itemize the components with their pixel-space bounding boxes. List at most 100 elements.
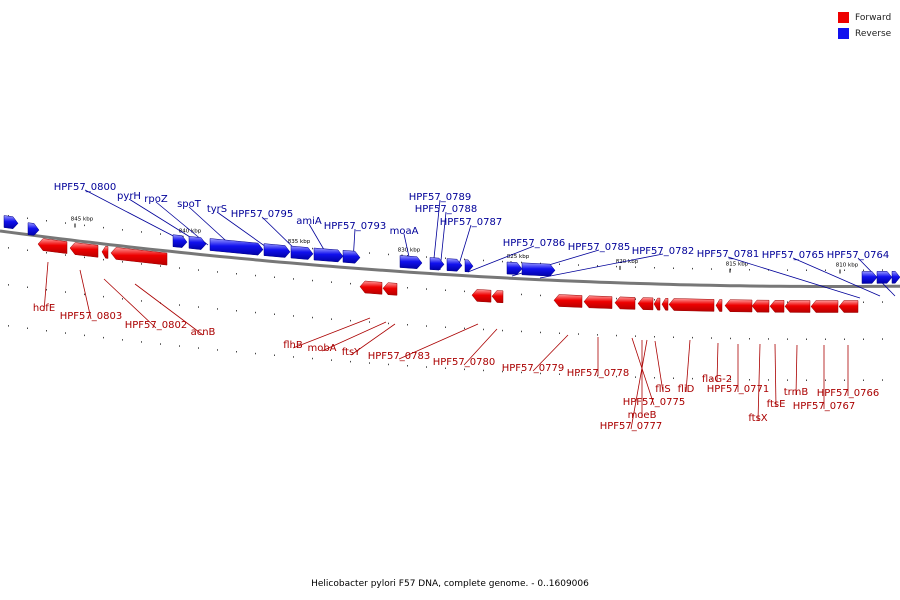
minor-tick [844,338,845,340]
gene-label-forward-leader [103,278,157,329]
gene-label-forward-leader [350,323,396,356]
minor-tick [407,255,408,257]
minor-tick [8,247,9,249]
gene-label-forward: hofE [33,303,55,314]
minor-tick [160,265,161,267]
forward-gene-arrow [359,280,383,295]
minor-tick [806,269,807,271]
minor-tick [46,220,47,222]
minor-tick [616,334,617,337]
minor-tick [312,316,313,319]
minor-tick [217,271,218,273]
gene-label-forward-leader [795,344,798,396]
gene-label-forward: HPF57_0783 [368,351,430,362]
minor-tick [768,379,769,381]
minor-tick [711,268,712,270]
minor-tick [84,224,85,227]
minor-tick [217,349,218,351]
gene-label-reverse: moaA [390,226,419,237]
minor-tick [749,269,750,271]
minor-tick [350,319,351,322]
minor-tick [255,311,256,314]
reverse-gene-arrow [464,259,474,273]
minor-tick [578,333,579,335]
minor-tick [293,278,294,280]
minor-tick [141,341,142,343]
gene-label-forward-leader [654,340,664,393]
forward-gene-arrow [69,242,99,258]
gene-label-forward: HPF57_0766 [817,388,879,399]
minor-tick [65,291,66,293]
gene-label-reverse-leader [792,257,881,297]
minor-tick [616,375,617,378]
minor-tick [502,329,503,332]
minor-tick [825,269,826,271]
reverse-gene-arrow [342,250,361,264]
forward-gene-arrow [101,245,109,259]
minor-tick [445,326,446,328]
minor-tick [540,294,541,297]
minor-tick [483,328,484,331]
minor-tick [559,373,560,375]
minor-tick [198,347,199,349]
minor-tick [521,261,522,264]
minor-tick [236,351,237,353]
minor-tick [160,343,161,345]
minor-tick [84,334,85,337]
minor-tick [179,304,180,306]
minor-tick [749,379,750,381]
minor-tick [141,263,142,265]
gene-label-forward: ftsE [767,399,786,410]
minor-tick [388,322,389,325]
minor-tick [806,338,807,340]
minor-tick [559,263,560,265]
minor-tick [388,363,389,366]
reverse-gene-arrow [506,261,523,275]
gene-label-reverse-leader [539,253,664,279]
axis-tick-label: 835 kbp [288,239,311,245]
forward-gene-arrow [637,297,654,311]
minor-tick [635,266,636,268]
gene-label-forward-leader [532,334,569,372]
minor-tick [673,377,674,379]
minor-tick [255,352,256,355]
reverse-gene-arrow [172,234,188,248]
minor-tick [711,378,712,380]
minor-tick [464,368,465,371]
minor-tick [369,252,370,254]
minor-tick [787,338,788,340]
minor-tick [654,336,655,338]
reverse-gene-arrow [263,243,291,258]
minor-tick [293,356,294,358]
minor-tick [103,226,104,229]
minor-tick [882,301,883,303]
reverse-swatch [838,28,849,39]
gene-label-reverse: HPF57_0764 [827,250,889,261]
gene-label-forward-leader [79,269,92,320]
minor-tick [635,376,636,378]
reverse-gene-arrow [876,271,893,284]
minor-tick [312,357,313,360]
minor-tick [711,337,712,339]
minor-tick [502,370,503,373]
gene-label-forward: HPF57_0778 [567,368,629,379]
gene-label-reverse: HPF57_0781 [697,249,759,260]
gene-label-reverse: HPF57_0785 [568,242,630,253]
minor-tick [597,334,598,336]
minor-tick [464,258,465,261]
minor-tick [825,379,826,381]
minor-tick [692,336,693,339]
minor-tick [27,217,28,219]
forward-gene-arrow [769,300,785,313]
gene-arrows [3,215,900,313]
minor-tick [293,315,294,317]
minor-tick [825,338,826,340]
gene-label-forward-leader [630,339,648,430]
minor-tick [274,276,275,278]
minor-tick [445,289,446,291]
gene-label-forward: mobA [307,343,336,354]
legend-label-reverse: Reverse [855,28,892,39]
minor-tick [521,371,522,374]
minor-tick [692,377,693,380]
